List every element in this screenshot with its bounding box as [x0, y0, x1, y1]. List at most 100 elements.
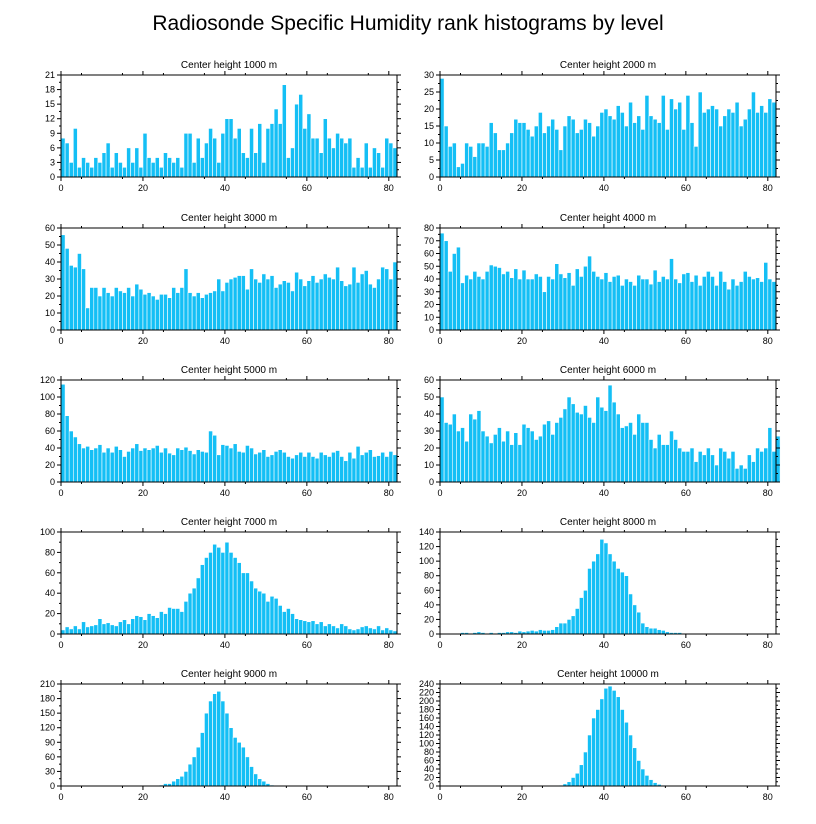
bar	[550, 118, 556, 178]
bar	[497, 427, 502, 483]
bar	[118, 162, 123, 178]
bar	[228, 727, 234, 787]
bar	[697, 451, 703, 483]
bar	[187, 132, 193, 178]
y-tick-label: 20	[424, 443, 434, 453]
bar	[355, 445, 361, 483]
bar	[734, 468, 740, 483]
bar	[286, 456, 291, 483]
bar	[290, 457, 295, 483]
bar	[607, 685, 613, 787]
x-tick-label: 60	[681, 183, 691, 193]
bar	[380, 629, 386, 635]
bar	[730, 451, 736, 483]
bar	[566, 272, 572, 331]
bar	[195, 577, 201, 635]
bar	[351, 629, 357, 635]
bar	[126, 451, 131, 483]
bar	[759, 105, 765, 178]
bar	[660, 444, 666, 483]
bar	[363, 270, 369, 331]
bar	[253, 278, 258, 331]
bar	[335, 627, 340, 635]
bar	[451, 142, 457, 178]
y-tick-label: 0	[429, 629, 434, 639]
bar	[195, 292, 201, 331]
y-tick-label: 3	[50, 157, 55, 167]
bar	[175, 292, 181, 331]
y-tick-label: 50	[424, 261, 434, 271]
bar	[558, 149, 564, 178]
bar	[554, 129, 560, 178]
bar	[640, 278, 646, 331]
bar	[339, 456, 345, 483]
y-tick-label: 60	[45, 223, 55, 233]
bar	[101, 451, 107, 483]
bar	[599, 406, 605, 483]
bar	[755, 277, 760, 331]
bar	[159, 611, 164, 635]
bar	[97, 295, 103, 331]
bar	[685, 272, 691, 331]
bar	[175, 157, 181, 178]
x-tick-label: 20	[138, 640, 148, 650]
bar	[327, 456, 332, 483]
bar	[525, 129, 531, 178]
bar	[570, 285, 576, 331]
bar	[488, 442, 494, 483]
bar	[163, 293, 168, 331]
bar	[587, 122, 592, 178]
y-tick-label: 140	[419, 527, 434, 537]
bar	[228, 552, 234, 635]
bar	[656, 629, 662, 635]
bar	[265, 128, 271, 178]
bar	[171, 162, 177, 178]
x-tick-label: 40	[599, 640, 609, 650]
bar	[607, 281, 613, 331]
bar	[138, 616, 144, 635]
y-tick-label: 60	[45, 568, 55, 578]
bar	[183, 132, 189, 178]
y-tick-label: 80	[424, 571, 434, 581]
bar	[611, 276, 617, 331]
bar	[81, 621, 86, 635]
bar	[224, 541, 230, 635]
bar	[72, 128, 78, 178]
bar	[220, 700, 226, 787]
bar	[767, 278, 773, 331]
bar	[302, 456, 308, 483]
y-tick-label: 20	[45, 609, 55, 619]
bar	[384, 456, 390, 483]
bar	[64, 248, 70, 331]
bar	[472, 271, 478, 331]
bar	[212, 137, 218, 178]
bar	[368, 627, 373, 635]
bar	[261, 162, 267, 178]
bar	[550, 434, 556, 483]
bar	[212, 290, 218, 331]
bar	[154, 445, 160, 483]
bar	[236, 451, 242, 483]
bar	[208, 552, 213, 635]
bar	[318, 451, 324, 483]
bar	[363, 625, 369, 635]
x-tick-label: 80	[384, 488, 394, 498]
bar	[464, 440, 469, 483]
bar	[456, 246, 461, 331]
bar	[85, 162, 90, 178]
bar	[579, 276, 584, 331]
bar	[253, 453, 258, 483]
bar	[245, 572, 250, 635]
bar	[122, 292, 127, 331]
bar	[273, 108, 279, 178]
y-tick-label: 10	[424, 460, 434, 470]
y-tick-label: 60	[424, 585, 434, 595]
bar	[253, 773, 258, 787]
bar	[443, 422, 449, 483]
bar	[372, 147, 377, 178]
x-tick-label: 80	[763, 336, 773, 346]
bar	[179, 166, 185, 178]
x-tick-label: 80	[384, 336, 394, 346]
bar	[501, 273, 506, 331]
figure-title: Radiosonde Specific Humidity rank histog…	[152, 12, 663, 35]
